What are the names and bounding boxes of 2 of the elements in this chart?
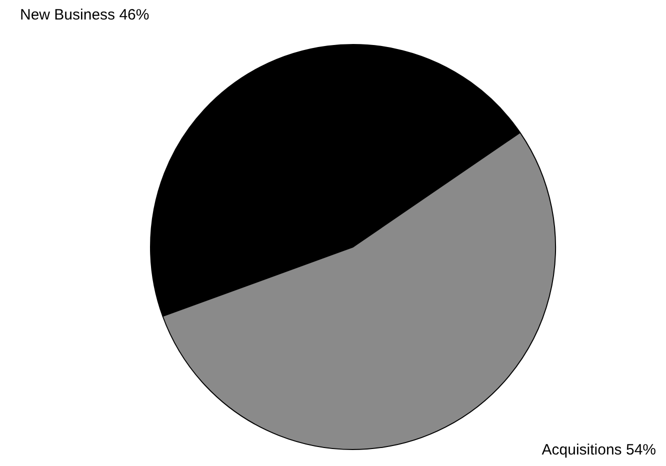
slice-label: New Business 46% [20,6,150,24]
slice-label: Acquisitions 54% [542,442,656,459]
